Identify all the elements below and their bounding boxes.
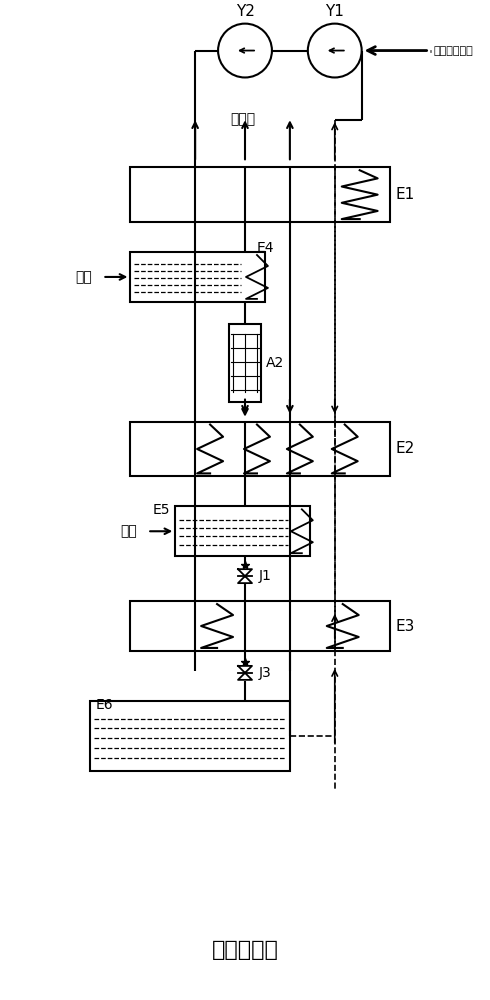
Text: Y2: Y2 <box>236 4 254 19</box>
Text: E6: E6 <box>96 698 113 712</box>
Text: E5: E5 <box>153 503 170 517</box>
Text: Y1: Y1 <box>325 4 344 19</box>
Bar <box>175 506 310 556</box>
Text: E2: E2 <box>395 441 415 456</box>
Bar <box>130 422 390 476</box>
Text: 液氮: 液氮 <box>75 270 93 284</box>
Text: J3: J3 <box>259 666 272 680</box>
Text: 液氮: 液氮 <box>121 524 137 538</box>
Text: E4: E4 <box>257 241 274 255</box>
Text: 氢循环路线: 氢循环路线 <box>212 940 278 960</box>
Text: E3: E3 <box>395 619 415 634</box>
Bar <box>91 701 290 771</box>
Text: J1: J1 <box>259 569 272 583</box>
Text: A2: A2 <box>266 356 284 370</box>
Bar <box>229 324 261 402</box>
Text: 抽真空: 抽真空 <box>230 112 255 126</box>
Text: 新鲜氢气补充: 新鲜氢气补充 <box>434 46 473 56</box>
Bar <box>130 252 265 302</box>
Bar <box>130 167 390 222</box>
Text: E1: E1 <box>395 187 415 202</box>
Bar <box>130 601 390 651</box>
